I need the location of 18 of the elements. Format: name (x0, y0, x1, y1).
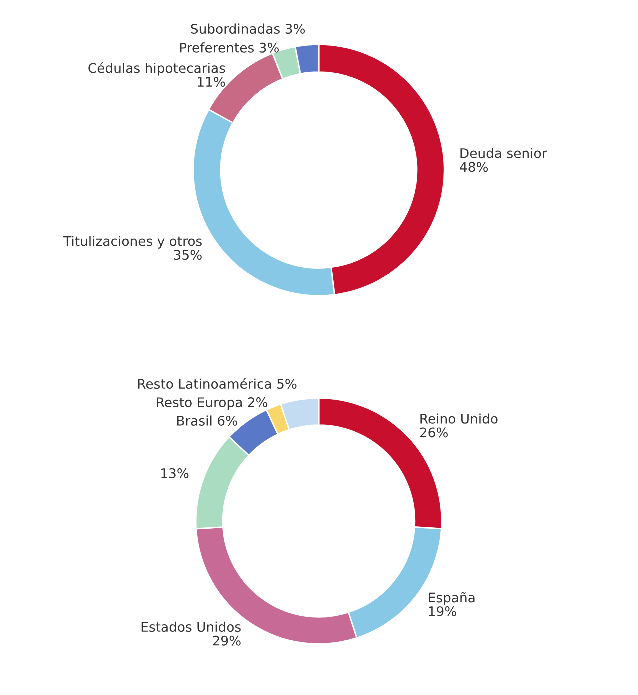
slice-label: Reino Unido (420, 414, 498, 424)
slice-label: Subordinadas 3% (191, 24, 306, 34)
slice-label: Titulizaciones y otros (64, 236, 202, 249)
slice-label: Cédulas hipotecarias (88, 62, 226, 76)
data-label: 29% (213, 636, 241, 646)
slice-label: Resto Latinoamérica 5% (138, 378, 297, 390)
data-label: 48% (460, 162, 488, 172)
slice-label: España (429, 592, 475, 606)
slice-label: Preferentes 3% (180, 42, 280, 53)
data-label: 26% (420, 428, 448, 438)
slice-label: Brasil 6% (177, 416, 238, 426)
slice-label: Estados Unidos (142, 622, 241, 632)
data-label: 35% (174, 250, 202, 260)
data-label: 13% (162, 468, 189, 478)
slice-label: Deuda senior (460, 148, 548, 158)
slice-label: Resto Europa 2% (157, 398, 268, 410)
data-label: 11% (198, 77, 226, 88)
data-label: 19% (429, 606, 456, 616)
